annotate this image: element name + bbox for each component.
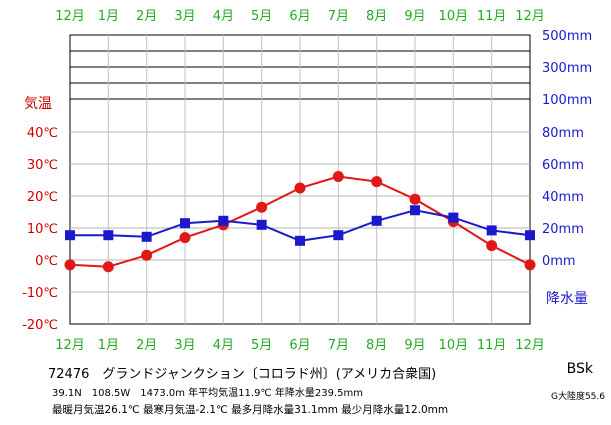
month-label-top: 4月	[213, 9, 234, 24]
temperature-point	[179, 232, 191, 244]
temperature-tick-label: -10℃	[22, 286, 58, 301]
precipitation-point	[256, 219, 267, 230]
month-label-bottom: 2月	[136, 338, 157, 353]
precipitation-point	[410, 205, 420, 216]
month-label-bottom: 4月	[213, 338, 234, 353]
temperature-point	[256, 201, 268, 213]
month-label-bottom: 10月	[439, 338, 469, 353]
precipitation-point	[218, 215, 229, 226]
precipitation-tick-label: 300mm	[542, 61, 592, 76]
precipitation-point	[333, 230, 344, 241]
month-label-top: 3月	[174, 9, 195, 24]
temperature-point	[141, 249, 153, 261]
precipitation-point	[65, 230, 75, 241]
station-details: 39.1N 108.5W 1473.0m 年平均気温11.9℃ 年降水量239.…	[52, 388, 363, 399]
station-extremes: 最暖月気温26.1℃ 最寒月気温-2.1℃ 最多月降水量31.1mm 最少月降水…	[52, 404, 449, 416]
month-label-bottom: 5月	[251, 338, 272, 353]
chart-grid	[69, 34, 531, 325]
month-label-top: 6月	[289, 9, 310, 24]
precipitation-point	[180, 218, 190, 229]
precipitation-axis-title: 降水量	[546, 291, 588, 307]
temperature-point	[524, 259, 536, 271]
month-label-top: 1月	[98, 9, 119, 24]
month-label-top: 9月	[404, 9, 425, 24]
precipitation-tick-label: 40mm	[542, 190, 584, 205]
precipitation-point	[486, 225, 497, 236]
precipitation-tick-label: 80mm	[542, 126, 584, 141]
temperature-point	[102, 261, 114, 273]
aridity-index: G大陸度55.6	[550, 392, 605, 402]
precipitation-point	[448, 212, 459, 223]
temperature-tick-label: 30℃	[27, 158, 58, 173]
temperature-tick-label: 40℃	[27, 126, 58, 141]
month-label-bottom: 12月	[55, 338, 85, 353]
month-label-top: 12月	[515, 9, 545, 24]
temperature-point	[64, 259, 76, 271]
temperature-tick-label: 20℃	[27, 190, 58, 205]
month-label-top: 11月	[477, 9, 507, 24]
month-label-top: 12月	[55, 9, 85, 24]
temperature-tick-label: -20℃	[22, 318, 58, 333]
month-label-bottom: 3月	[174, 338, 195, 353]
month-label-top: 10月	[439, 9, 469, 24]
temperature-point	[371, 176, 383, 188]
temperature-point	[486, 240, 498, 252]
precipitation-tick-label: 60mm	[542, 158, 584, 173]
month-label-bottom: 12月	[515, 338, 545, 353]
precipitation-point	[371, 215, 382, 226]
temperature-tick-label: 0℃	[35, 254, 58, 269]
month-label-bottom: 8月	[366, 338, 387, 353]
month-label-bottom: 11月	[477, 338, 507, 353]
precipitation-tick-label: 0mm	[542, 254, 576, 269]
precipitation-point	[295, 235, 305, 246]
month-label-top: 7月	[328, 9, 349, 24]
month-label-top: 5月	[251, 9, 272, 24]
month-label-bottom: 9月	[404, 338, 425, 353]
precipitation-point	[141, 231, 152, 242]
axis-labels: 12月 12月 1月 1月 2月 2月 3月 3月 4月 4月 5月 5月 6月 6月 7月 7月 8月 8月 9月…	[22, 9, 592, 353]
climate-code: BSk	[566, 361, 593, 377]
temperature-point	[332, 170, 344, 182]
temperature-point	[409, 193, 421, 205]
precipitation-tick-label: 20mm	[542, 222, 584, 237]
series-layer	[64, 170, 536, 273]
month-label-bottom: 1月	[98, 338, 119, 353]
month-label-top: 8月	[366, 9, 387, 24]
month-label-bottom: 6月	[289, 338, 310, 353]
temperature-axis-title: 気温	[24, 96, 52, 112]
temperature-point	[294, 182, 306, 194]
month-label-bottom: 7月	[328, 338, 349, 353]
precipitation-point	[525, 230, 535, 241]
month-label-top: 2月	[136, 9, 157, 24]
precipitation-point	[103, 230, 114, 241]
precipitation-tick-label: 500mm	[542, 29, 592, 44]
temperature-tick-label: 10℃	[27, 222, 58, 237]
station-title: 72476 グランドジャンクション〔コロラド州〕(アメリカ合衆国)	[48, 367, 437, 382]
precipitation-tick-label: 100mm	[542, 93, 592, 108]
